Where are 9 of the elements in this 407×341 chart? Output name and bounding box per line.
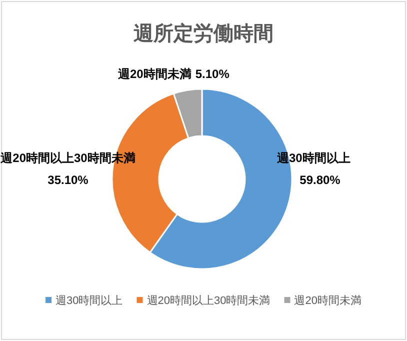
- slice-label: 週20時間未満: [117, 67, 192, 81]
- data-label: 5.10%: [195, 67, 230, 81]
- legend-label: 週20時間未満: [294, 294, 362, 307]
- slice-label: 週30時間以上: [276, 151, 350, 165]
- legend-label: 週20時間以上30時間未満: [146, 294, 270, 307]
- data-label: 59.80%: [300, 173, 341, 187]
- data-label: 35.10%: [48, 173, 89, 187]
- legend-label: 週30時間以上: [56, 294, 123, 307]
- chart-title: 週所定労働時間: [132, 22, 274, 45]
